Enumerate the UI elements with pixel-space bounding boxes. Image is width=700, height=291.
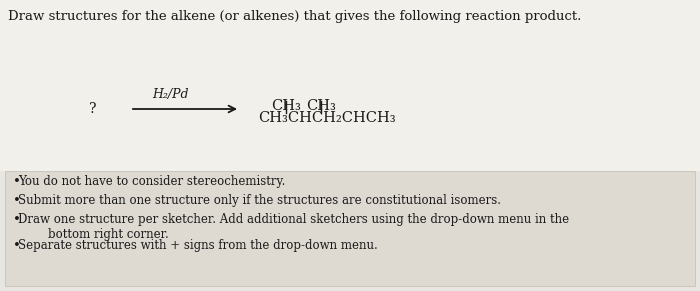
Text: Draw one structure per sketcher. Add additional sketchers using the drop-down me: Draw one structure per sketcher. Add add… [18, 213, 569, 241]
Text: •: • [13, 239, 21, 252]
Bar [5, 171, 695, 286]
Text: •: • [13, 194, 21, 207]
Bar [0, 0, 700, 171]
Text: CH₃CHCH₂CHCH₃: CH₃CHCH₂CHCH₃ [258, 111, 396, 125]
Text: •: • [13, 213, 21, 226]
Text: •: • [13, 175, 21, 188]
Text: Separate structures with + signs from the drop-down menu.: Separate structures with + signs from th… [18, 239, 378, 252]
Text: Submit more than one structure only if the structures are constitutional isomers: Submit more than one structure only if t… [18, 194, 501, 207]
Text: You do not have to consider stereochemistry.: You do not have to consider stereochemis… [18, 175, 286, 188]
Text: H₂/Pd: H₂/Pd [152, 88, 188, 101]
Text: Draw structures for the alkene (or alkenes) that gives the following reaction pr: Draw structures for the alkene (or alken… [8, 10, 582, 23]
Text: ?: ? [90, 102, 97, 116]
Text: CH₃: CH₃ [306, 99, 336, 113]
Text: CH₃: CH₃ [271, 99, 301, 113]
